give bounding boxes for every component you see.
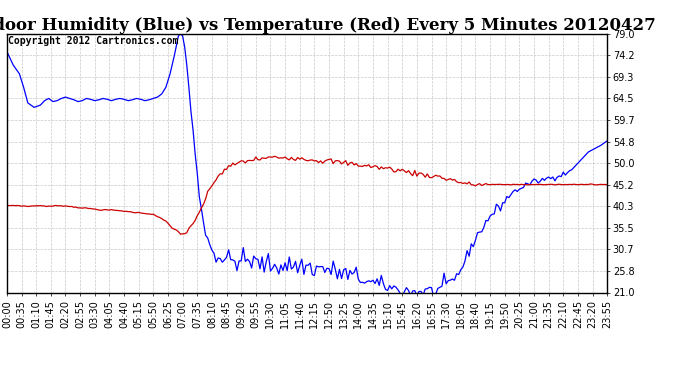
- Title: Outdoor Humidity (Blue) vs Temperature (Red) Every 5 Minutes 20120427: Outdoor Humidity (Blue) vs Temperature (…: [0, 16, 656, 34]
- Text: Copyright 2012 Cartronics.com: Copyright 2012 Cartronics.com: [8, 36, 179, 46]
